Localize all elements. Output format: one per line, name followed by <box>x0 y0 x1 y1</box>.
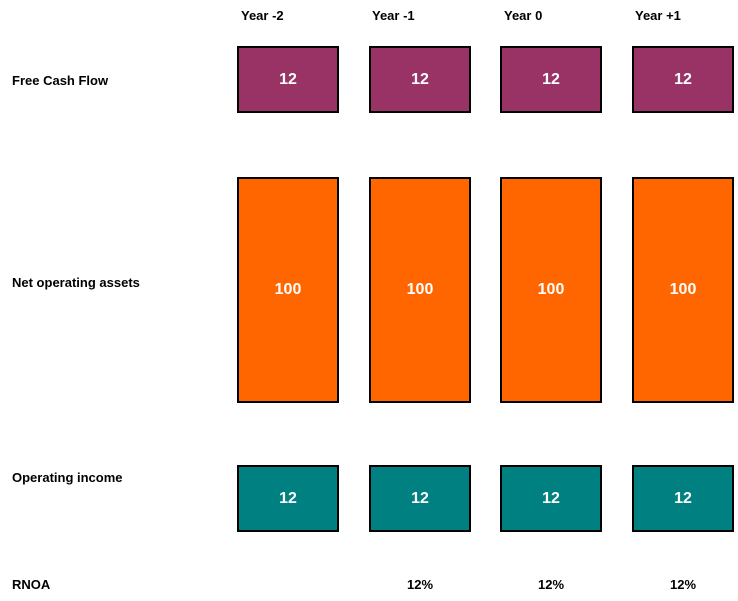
free-cash-flow-value: 12 <box>674 70 692 88</box>
operating-income-box-year-minus-2: 12 <box>237 465 339 532</box>
rnoa-value-year-0: 12% <box>537 577 565 592</box>
operating-income-box-year-minus-1: 12 <box>369 465 471 532</box>
operating-income-label: Operating income <box>12 470 123 485</box>
operating-income-value: 12 <box>411 489 429 507</box>
net-operating-assets-label: Net operating assets <box>12 275 140 290</box>
free-cash-flow-box-year-minus-2: 12 <box>237 46 339 113</box>
net-operating-assets-value: 100 <box>537 281 565 298</box>
operating-income-value: 12 <box>542 489 560 507</box>
year-header-minus-2: Year -2 <box>241 8 284 23</box>
rnoa-value-year-plus-1: 12% <box>669 577 697 592</box>
year-header-minus-1: Year -1 <box>372 8 415 23</box>
free-cash-flow-value: 12 <box>411 70 429 88</box>
year-header-plus-1: Year +1 <box>635 8 681 23</box>
net-operating-assets-box-year-0: 100 <box>500 177 602 403</box>
net-operating-assets-box-year-minus-1: 100 <box>369 177 471 403</box>
net-operating-assets-box-year-minus-2: 100 <box>237 177 339 403</box>
free-cash-flow-box-year-minus-1: 12 <box>369 46 471 113</box>
free-cash-flow-box-year-0: 12 <box>500 46 602 113</box>
rnoa-value-year-minus-1: 12% <box>406 577 434 592</box>
free-cash-flow-box-year-plus-1: 12 <box>632 46 734 113</box>
rnoa-label: RNOA <box>12 577 51 592</box>
free-cash-flow-label: Free Cash Flow <box>12 73 109 88</box>
free-cash-flow-value: 12 <box>279 70 297 88</box>
net-operating-assets-box-year-plus-1: 100 <box>632 177 734 403</box>
operating-income-box-year-0: 12 <box>500 465 602 532</box>
net-operating-assets-value: 100 <box>274 281 302 298</box>
net-operating-assets-value: 100 <box>669 281 697 298</box>
free-cash-flow-value: 12 <box>542 70 560 88</box>
operating-income-box-year-plus-1: 12 <box>632 465 734 532</box>
net-operating-assets-value: 100 <box>406 281 434 298</box>
operating-income-value: 12 <box>674 489 692 507</box>
operating-income-value: 12 <box>279 489 297 507</box>
year-header-0: Year 0 <box>504 8 543 23</box>
